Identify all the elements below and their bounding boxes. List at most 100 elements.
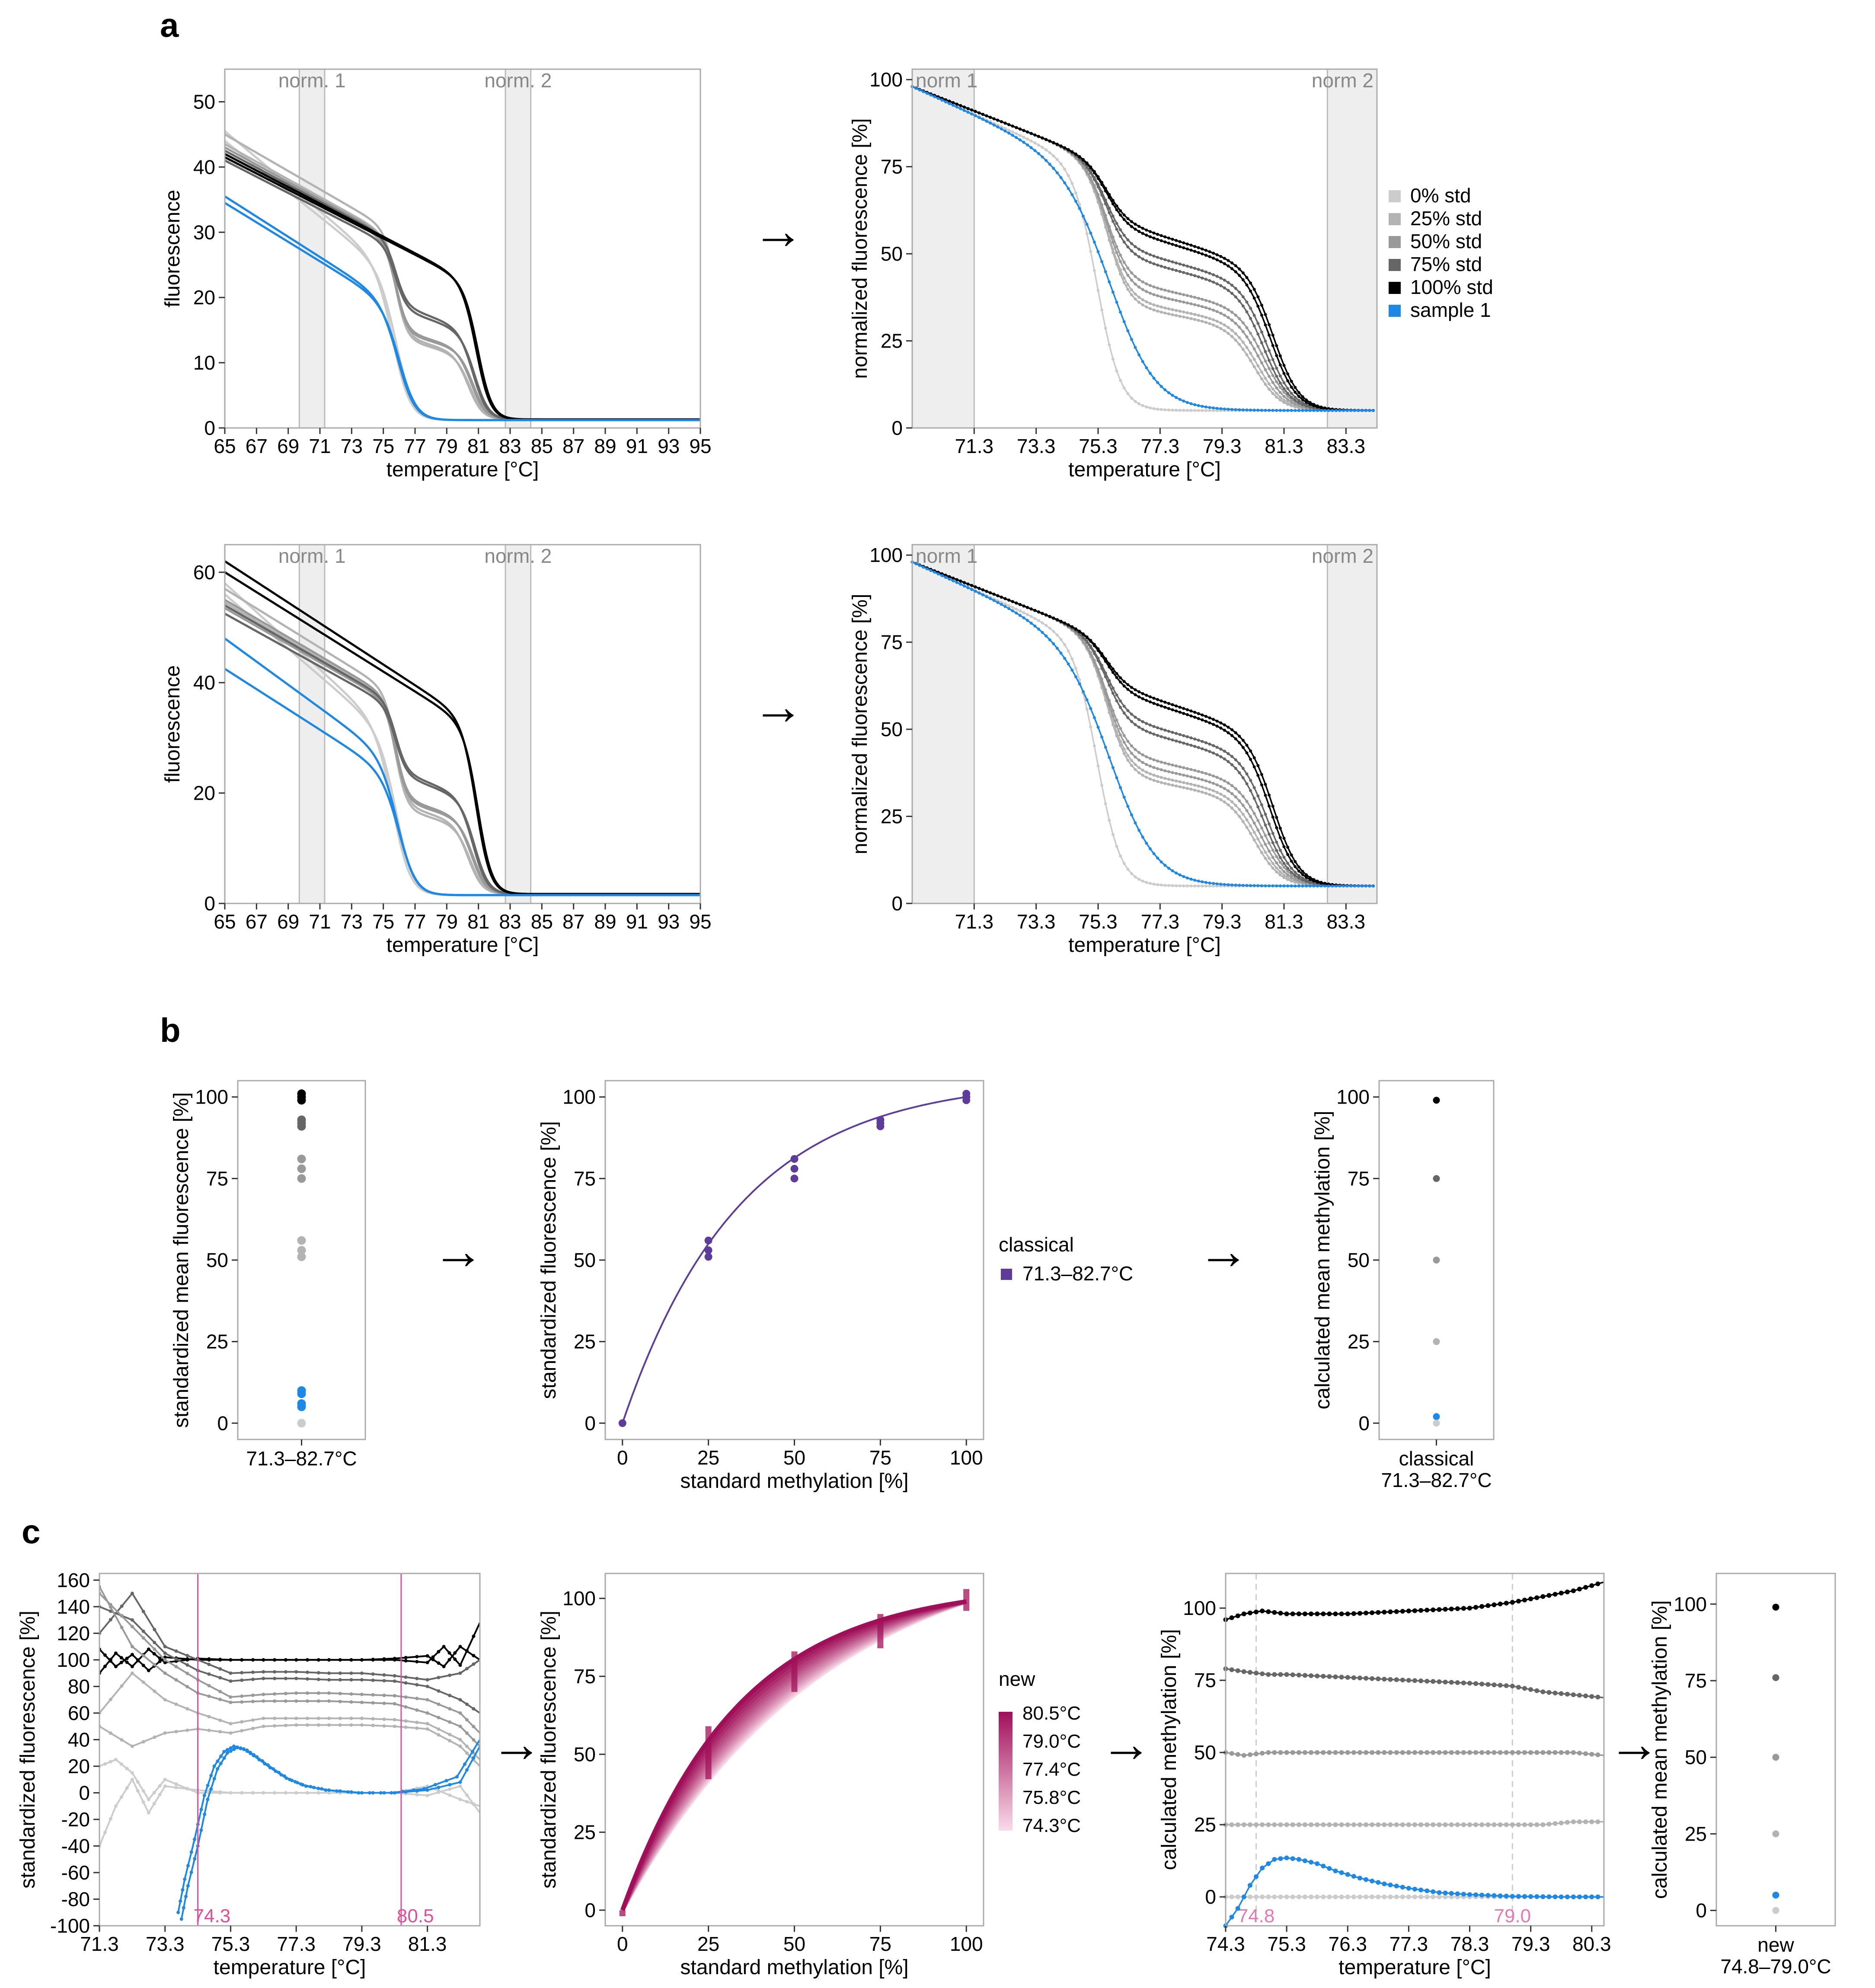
std-point-100% <box>447 1658 451 1662</box>
std-point-sample <box>232 1747 236 1751</box>
y-tick-label: 0 <box>204 417 215 439</box>
std-point-0% <box>163 1777 167 1781</box>
y-axis-label: fluorescence <box>161 190 184 307</box>
std-point-sample <box>458 1780 462 1784</box>
normalization-band <box>911 68 975 429</box>
std-point-sample <box>433 1783 437 1787</box>
y-tick-label: 40 <box>193 671 215 694</box>
std-point-75% <box>229 1671 233 1675</box>
x-tick-label: 81.3 <box>1265 435 1303 457</box>
calc-point-50% <box>1510 1750 1515 1755</box>
calc-point-100% <box>1595 1581 1600 1586</box>
calc-point-75% <box>1504 1683 1509 1688</box>
calc-point-75% <box>1333 1674 1338 1679</box>
norm-curve-sample <box>912 561 1374 887</box>
std-point-50% <box>349 1692 353 1696</box>
y-tick-label: 25 <box>1194 1813 1216 1836</box>
std-point-50% <box>130 1645 134 1649</box>
calc-point-0% <box>1254 1894 1259 1899</box>
std-point-sample <box>472 1756 476 1760</box>
y-tick-label: 75 <box>206 1167 228 1190</box>
std-point-25% <box>448 1739 452 1742</box>
std-point-0% <box>158 1793 162 1797</box>
x-tick-label: 75 <box>372 910 394 933</box>
calc-point-50% <box>1333 1750 1338 1755</box>
calibration-curve <box>620 1599 967 1911</box>
calc-point-50% <box>1370 1750 1375 1755</box>
calc-point-75% <box>1284 1672 1289 1677</box>
y-axis-label: fluorescence <box>161 665 184 783</box>
std-point-sample <box>274 1769 278 1773</box>
x-tick-label: 87 <box>562 910 585 933</box>
std-point-sample <box>335 1789 339 1793</box>
std-point-0% <box>218 1791 222 1795</box>
std-point-0% <box>114 1758 118 1761</box>
std-point-0% <box>152 1802 156 1806</box>
std-point-75% <box>130 1618 134 1622</box>
std-point-50% <box>458 1724 462 1728</box>
band-label: norm. 1 <box>278 545 346 567</box>
calc-point-50% <box>1546 1750 1552 1755</box>
calc-point-0% <box>1333 1894 1338 1899</box>
std-point-100% <box>103 1665 107 1668</box>
std-point-0% <box>119 1762 123 1766</box>
calc-point-sample <box>1534 1894 1540 1899</box>
calc-point-75% <box>1394 1677 1399 1682</box>
data-point-50% <box>1772 1754 1779 1761</box>
calc-point-75% <box>1254 1671 1259 1675</box>
std-point-100% <box>240 1658 244 1662</box>
calc-point-75% <box>1565 1691 1570 1697</box>
x-tick-label: 75.3 <box>1079 435 1118 457</box>
std-point-25% <box>120 1738 124 1742</box>
calc-point-50% <box>1455 1750 1460 1755</box>
legend-swatch-25 <box>1389 213 1401 225</box>
calc-point-100% <box>1254 1609 1259 1615</box>
calc-point-100% <box>1351 1611 1356 1616</box>
y-tick-label: 75 <box>1194 1669 1216 1691</box>
calc-point-100% <box>1583 1585 1588 1590</box>
std-point-50% <box>240 1700 244 1704</box>
std-point-75% <box>153 1627 157 1631</box>
std-point-sample <box>212 1777 216 1781</box>
calc-point-25% <box>1571 1819 1576 1824</box>
arrow-c2: → <box>1100 1715 1152 1773</box>
x-tick-label: 89 <box>594 435 616 457</box>
legend-new-label-4: 74.3°C <box>1022 1815 1081 1836</box>
std-point-0% <box>119 1795 123 1799</box>
std-point-75% <box>262 1670 265 1674</box>
y-axis-label: standardized mean fluorescence [%] <box>170 1092 193 1428</box>
calc-point-75% <box>1229 1667 1234 1672</box>
std-point-25% <box>327 1723 331 1727</box>
std-point-100% <box>442 1665 446 1669</box>
calc-point-sample <box>1522 1894 1527 1899</box>
x-tick-label: 50 <box>783 1933 805 1955</box>
std-point-25% <box>316 1717 320 1720</box>
calc-point-75% <box>1376 1676 1381 1682</box>
calibration-point <box>962 1096 971 1104</box>
std-point-0% <box>158 1784 162 1788</box>
calibration-fit-line <box>621 1096 967 1423</box>
std-point-75% <box>294 1670 298 1674</box>
x-tick-label: 75.3 <box>1267 1933 1306 1955</box>
calc-point-50% <box>1406 1750 1411 1755</box>
std-point-100% <box>152 1652 156 1656</box>
std-point-50% <box>437 1716 441 1720</box>
x-axis-label: temperature [°C] <box>214 1956 366 1979</box>
y-tick-label: 0 <box>891 892 903 915</box>
calc-point-50% <box>1303 1750 1307 1755</box>
std-point-0% <box>448 1793 452 1797</box>
calc-point-sample <box>1595 1894 1600 1899</box>
calc-point-25% <box>1425 1822 1430 1827</box>
std-point-75% <box>229 1679 233 1683</box>
calc-point-25% <box>1504 1822 1509 1827</box>
x-tick-label: 77.3 <box>1141 435 1180 457</box>
std-point-100% <box>119 1660 123 1664</box>
calc-point-100% <box>1443 1607 1448 1612</box>
calc-point-sample <box>1376 1880 1381 1885</box>
legend-label-0: 0% std <box>1410 184 1471 207</box>
melt-curve-sample <box>224 195 700 421</box>
std-point-75% <box>284 1677 287 1680</box>
std-point-75% <box>316 1671 320 1675</box>
std-point-75% <box>163 1651 167 1655</box>
std-point-25% <box>360 1717 364 1720</box>
